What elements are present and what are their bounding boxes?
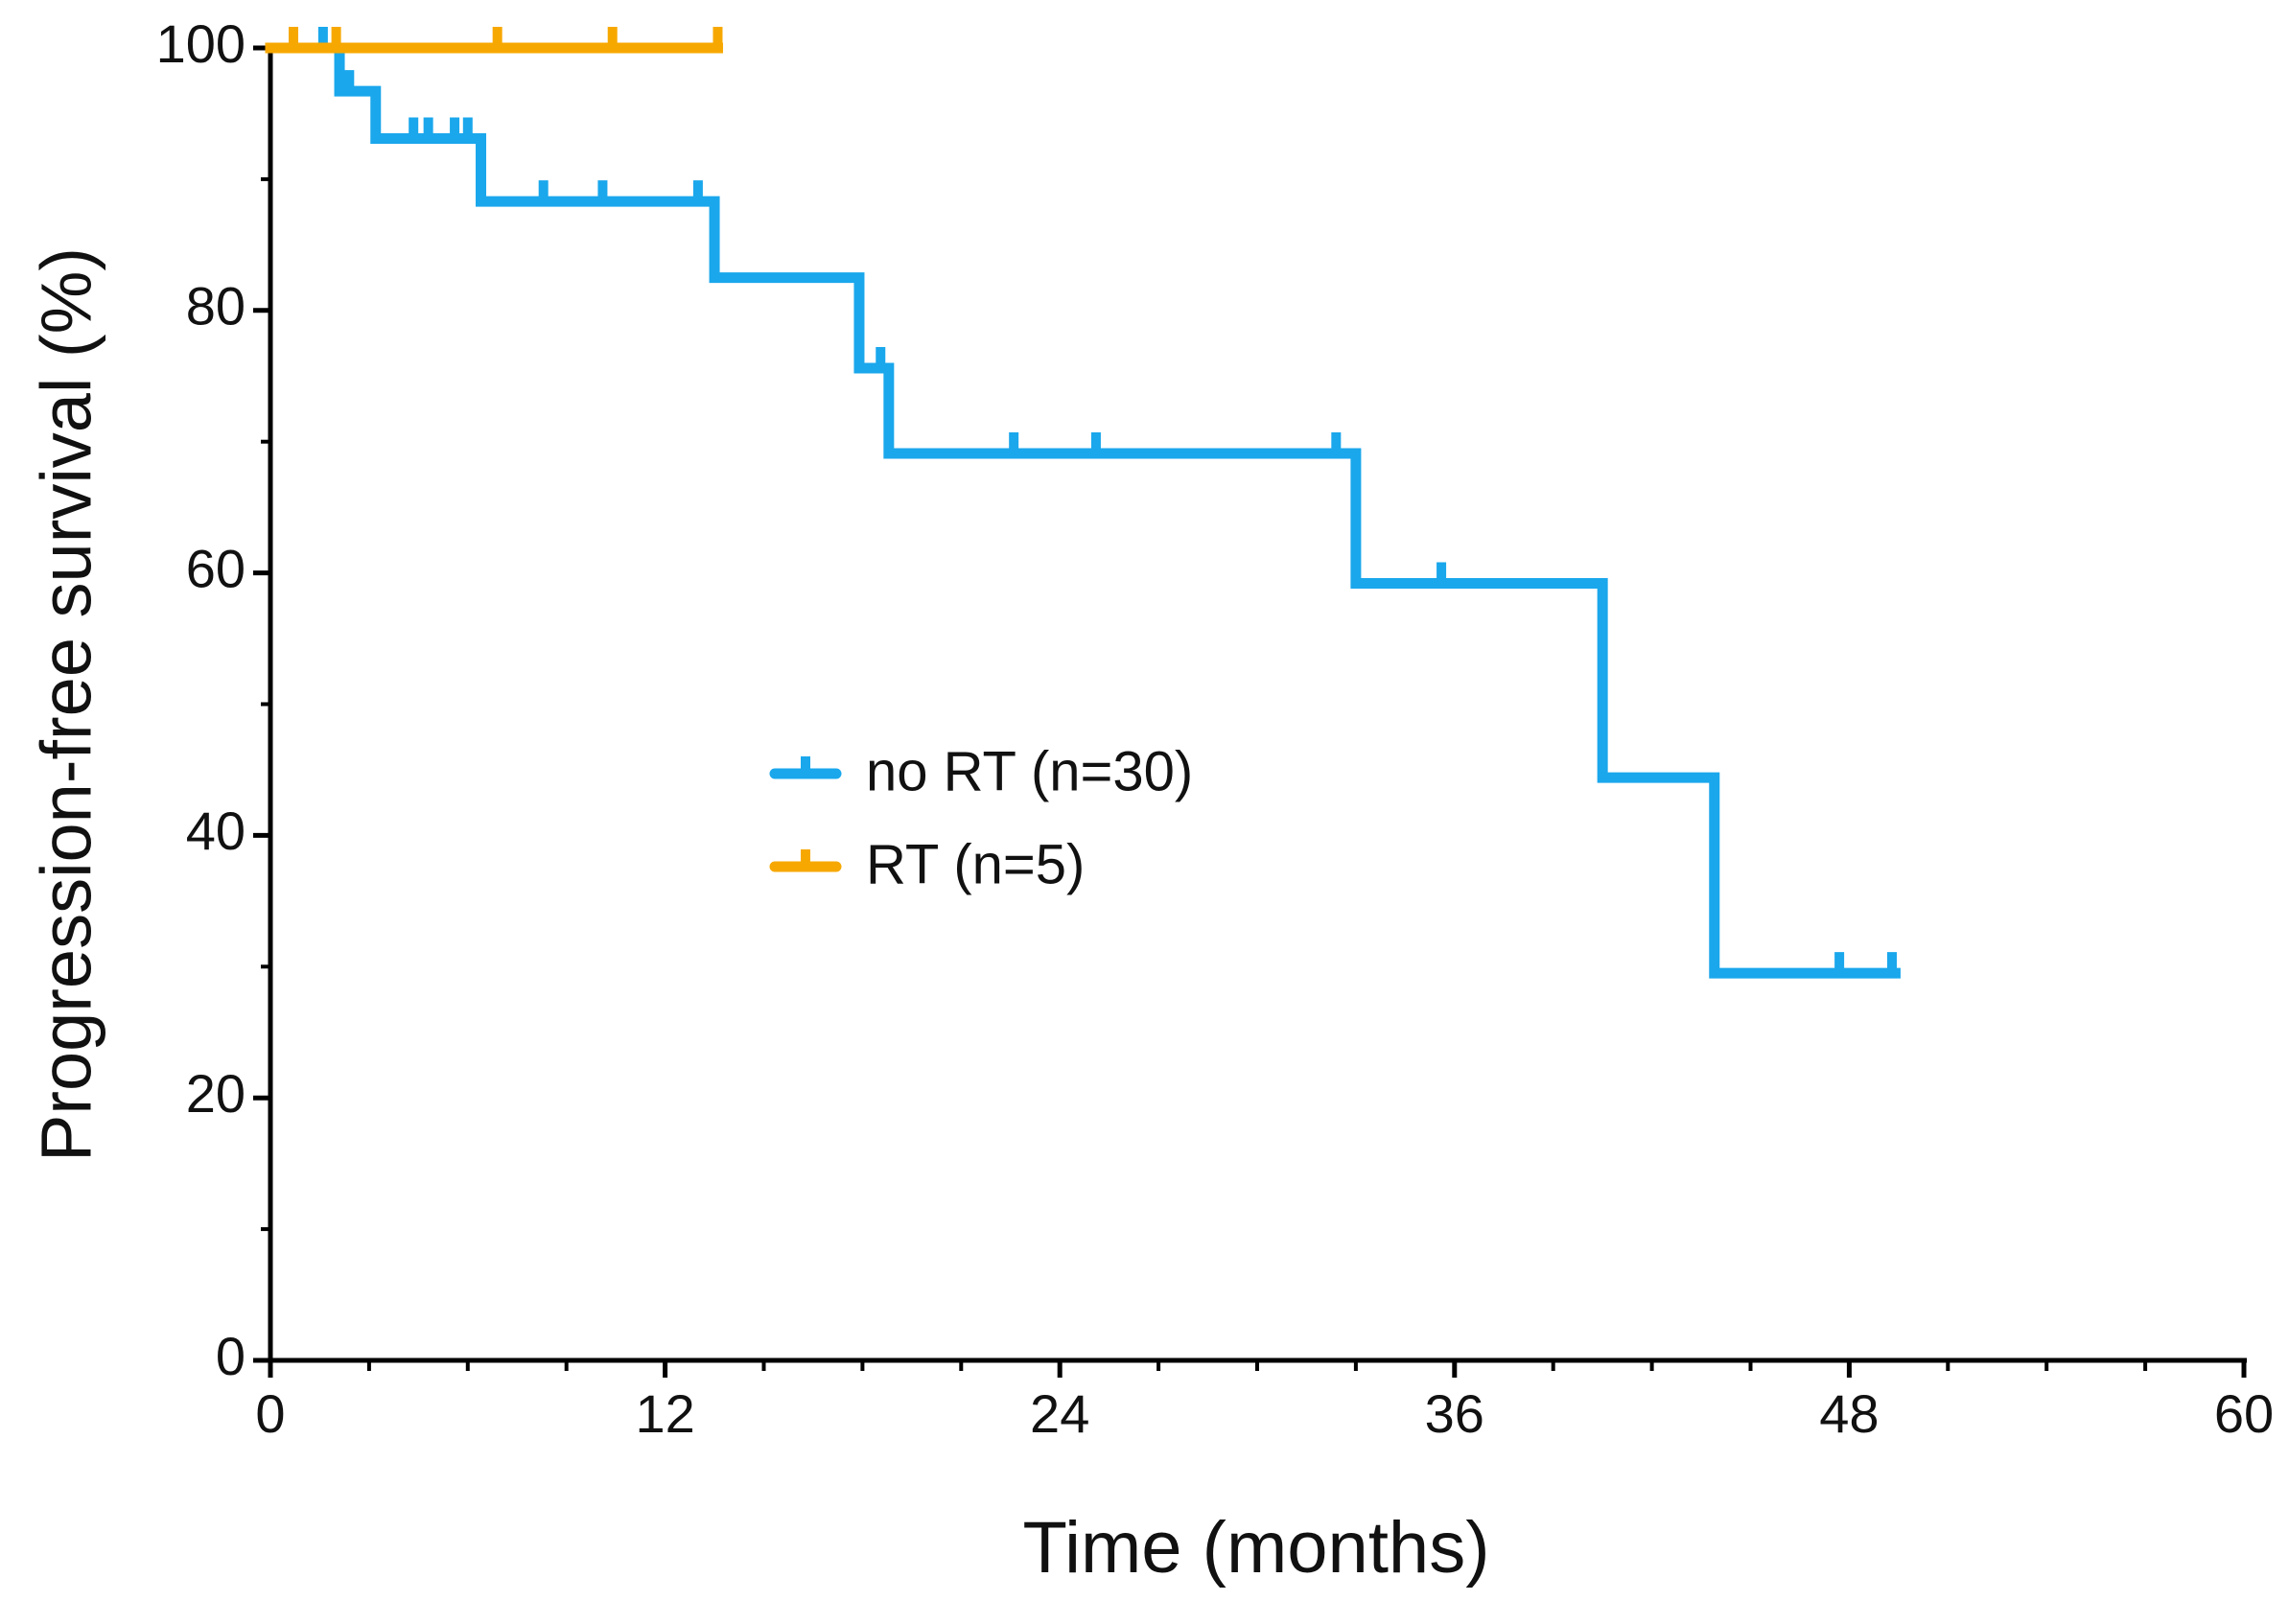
x-tick-label: 24 (1030, 1383, 1089, 1444)
legend-label: no RT (n=30) (866, 740, 1193, 802)
x-tick-label: 12 (635, 1383, 694, 1444)
y-tick-label: 100 (156, 13, 245, 74)
y-tick-label: 20 (186, 1063, 245, 1124)
x-tick-label: 60 (2214, 1383, 2274, 1444)
y-axis-label: Progression-free survival (%) (27, 247, 106, 1162)
survival-curve (265, 42, 1901, 979)
x-axis-label: Time (months) (1022, 1507, 1489, 1589)
legend-label: RT (n=5) (866, 833, 1085, 895)
x-tick-label: 48 (1819, 1383, 1879, 1444)
y-tick-label: 80 (186, 276, 245, 336)
y-tick-label: 60 (186, 538, 245, 598)
x-tick-label: 0 (255, 1383, 285, 1444)
x-tick-label: 36 (1425, 1383, 1484, 1444)
y-tick-label: 40 (186, 800, 245, 861)
y-tick-label: 0 (216, 1326, 245, 1386)
